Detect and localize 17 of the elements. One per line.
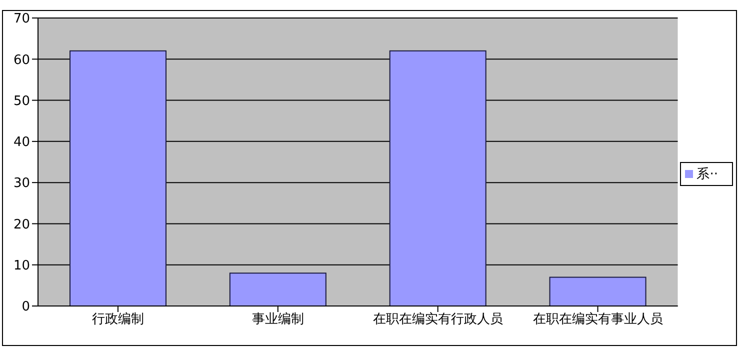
legend-label: 系·· — [696, 167, 718, 182]
bar — [229, 272, 326, 306]
x-tick-label: 行政编制 — [92, 312, 144, 328]
bar — [389, 50, 486, 306]
y-tick-label: 30 — [13, 176, 30, 192]
bar — [69, 50, 166, 306]
y-tick-label: 50 — [13, 94, 30, 109]
y-tick-label: 70 — [13, 12, 30, 27]
y-tick-label: 10 — [13, 258, 30, 274]
y-tick-label: 20 — [13, 217, 30, 232]
x-tick-label: 在职在编实有行政人员 — [372, 312, 503, 328]
y-tick-label: 0 — [22, 300, 30, 315]
y-tick-label: 40 — [13, 135, 30, 150]
x-tick-label: 事业编制 — [252, 312, 304, 328]
y-tick-label: 60 — [13, 52, 30, 68]
bar — [549, 276, 646, 306]
x-tick-label: 在职在编实有事业人员 — [532, 312, 663, 328]
